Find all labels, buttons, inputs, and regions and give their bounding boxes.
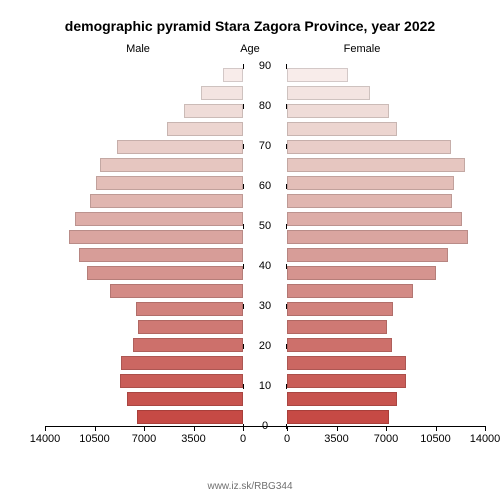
male-bar xyxy=(79,248,243,262)
y-tick xyxy=(243,184,244,189)
female-bar xyxy=(287,266,436,280)
source-url: www.iz.sk/RBG344 xyxy=(0,481,500,492)
female-bar xyxy=(287,230,468,244)
male-bar xyxy=(223,68,243,82)
y-tick-label: 90 xyxy=(259,60,271,72)
male-bar xyxy=(120,374,243,388)
y-tick xyxy=(243,264,244,269)
male-bar xyxy=(136,302,243,316)
pyramid-chart: demographic pyramid Stara Zagora Provinc… xyxy=(0,0,500,500)
female-bar xyxy=(287,194,452,208)
female-bar xyxy=(287,86,370,100)
age-label: Age xyxy=(240,43,260,55)
y-tick-label: 10 xyxy=(259,380,271,392)
male-bar xyxy=(100,158,243,172)
x-tick-label: 7000 xyxy=(132,433,156,445)
y-tick-label: 50 xyxy=(259,220,271,232)
x-tick-label: 14000 xyxy=(30,433,61,445)
plot-area: 0035003500700070001050010500140001400001… xyxy=(45,60,485,440)
female-bar xyxy=(287,176,454,190)
male-bar xyxy=(201,86,243,100)
female-label: Female xyxy=(344,43,381,55)
chart-title: demographic pyramid Stara Zagora Provinc… xyxy=(0,18,500,34)
female-bar xyxy=(287,140,451,154)
male-bar xyxy=(127,392,243,406)
y-tick xyxy=(243,424,244,429)
male-bar xyxy=(110,284,243,298)
y-tick xyxy=(243,144,244,149)
female-bar xyxy=(287,320,387,334)
x-tick-label: 10500 xyxy=(79,433,110,445)
y-tick-label: 80 xyxy=(259,100,271,112)
x-tick xyxy=(194,426,195,431)
y-tick-label: 30 xyxy=(259,300,271,312)
male-bar xyxy=(138,320,243,334)
female-bar xyxy=(287,104,389,118)
y-tick xyxy=(243,304,244,309)
female-bar xyxy=(287,410,389,424)
x-tick-label: 7000 xyxy=(374,433,398,445)
male-bar xyxy=(167,122,243,136)
x-tick-label: 3500 xyxy=(181,433,205,445)
x-tick xyxy=(436,426,437,431)
y-tick-label: 70 xyxy=(259,140,271,152)
y-tick xyxy=(286,424,287,429)
y-tick xyxy=(243,384,244,389)
female-bar xyxy=(287,284,413,298)
male-bar xyxy=(133,338,243,352)
x-tick xyxy=(386,426,387,431)
female-bar xyxy=(287,212,462,226)
y-tick xyxy=(243,104,244,109)
y-tick-label: 40 xyxy=(259,260,271,272)
female-bar xyxy=(287,374,406,388)
x-tick-label: 10500 xyxy=(420,433,451,445)
female-bar xyxy=(287,158,465,172)
y-tick xyxy=(243,224,244,229)
x-tick-label: 0 xyxy=(240,433,246,445)
male-bar xyxy=(117,140,243,154)
x-tick xyxy=(485,426,486,431)
x-tick-label: 3500 xyxy=(324,433,348,445)
male-bar xyxy=(137,410,243,424)
male-bar xyxy=(87,266,243,280)
female-bar xyxy=(287,356,406,370)
female-bar xyxy=(287,122,397,136)
male-bar xyxy=(184,104,243,118)
x-tick-label: 14000 xyxy=(470,433,500,445)
female-bar xyxy=(287,338,392,352)
male-bar xyxy=(69,230,243,244)
male-bar xyxy=(75,212,243,226)
y-tick-label: 20 xyxy=(259,340,271,352)
x-tick xyxy=(45,426,46,431)
y-tick xyxy=(243,64,244,69)
female-bar xyxy=(287,302,393,316)
y-tick-label: 0 xyxy=(262,420,268,432)
x-tick xyxy=(144,426,145,431)
female-bar xyxy=(287,68,348,82)
x-tick xyxy=(287,426,288,431)
x-tick xyxy=(95,426,96,431)
female-bar xyxy=(287,248,448,262)
male-bar xyxy=(96,176,243,190)
x-tick xyxy=(337,426,338,431)
y-tick xyxy=(243,344,244,349)
female-bar xyxy=(287,392,397,406)
male-bar xyxy=(90,194,243,208)
male-bar xyxy=(121,356,243,370)
male-label: Male xyxy=(126,43,150,55)
y-tick-label: 60 xyxy=(259,180,271,192)
x-tick-label: 0 xyxy=(284,433,290,445)
